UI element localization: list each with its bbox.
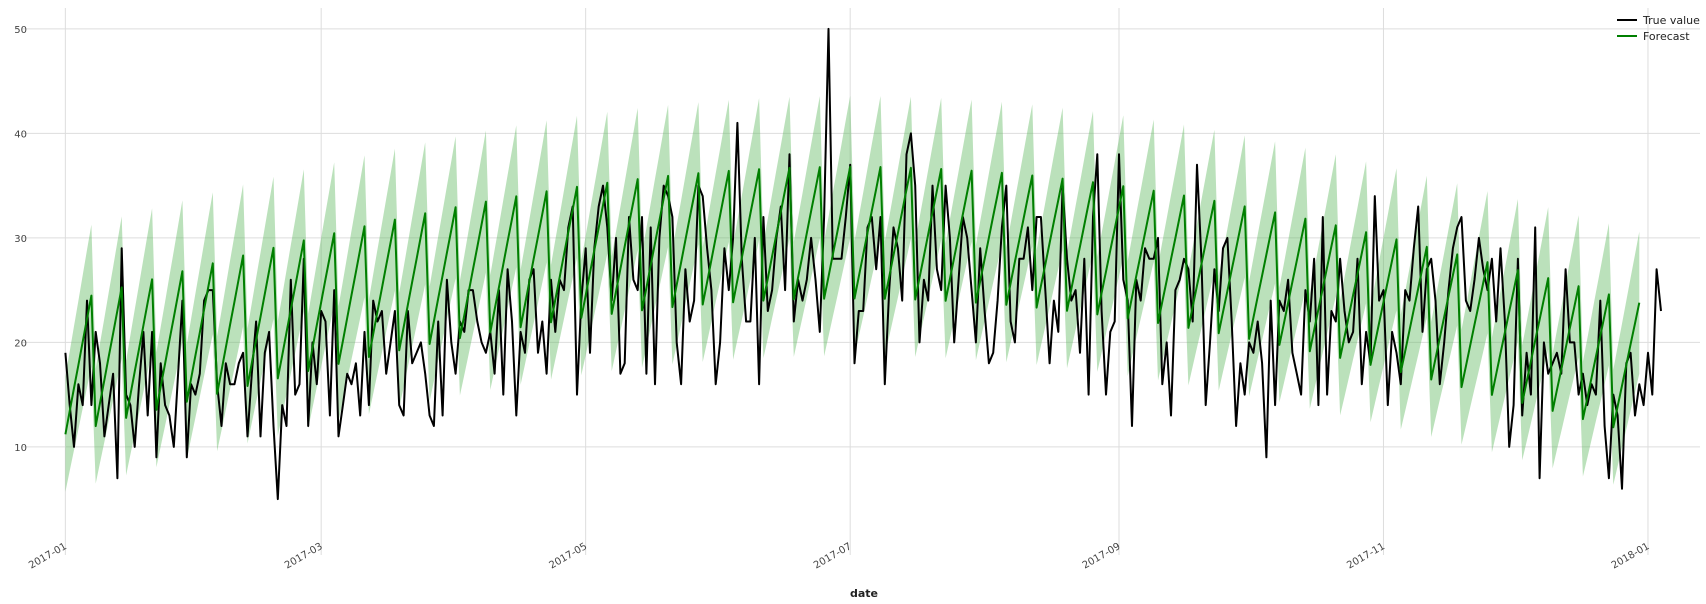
x-axis-label: date: [850, 587, 878, 600]
x-tick-label: 2018-01: [1610, 541, 1652, 571]
legend: True value Forecast: [1617, 14, 1700, 43]
y-tick-label: 10: [14, 443, 27, 454]
y-tick-label: 30: [14, 234, 27, 245]
x-axis-ticks: 2017-01 2017-03 2017-05 2017-07 2017-09 2017-…: [27, 541, 1651, 571]
true-value-line: [64, 27, 1662, 501]
x-tick-label: 2017-11: [1345, 541, 1387, 571]
x-tick-label: 2017-07: [812, 541, 854, 571]
y-tick-label: 20: [14, 338, 27, 349]
x-tick-label: 2017-05: [547, 541, 589, 571]
forecast-line: [64, 165, 1641, 435]
x-tick-label: 2017-01: [27, 541, 69, 571]
y-tick-label: 40: [14, 129, 27, 140]
y-axis-ticks: 10 20 30 40 50: [14, 25, 27, 454]
x-tick-label: 2017-03: [283, 541, 325, 571]
y-tick-label: 50: [14, 25, 27, 36]
legend-label-true-value: True value: [1642, 14, 1700, 27]
legend-label-forecast: Forecast: [1643, 30, 1690, 43]
x-tick-label: 2017-09: [1081, 541, 1123, 571]
